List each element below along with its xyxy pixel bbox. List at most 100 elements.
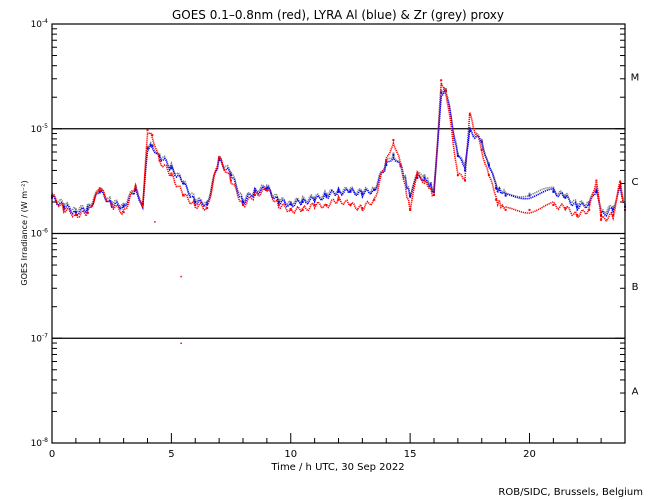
data-point [392, 139, 395, 142]
data-point [495, 198, 498, 201]
data-point [194, 204, 197, 207]
data-point [265, 189, 268, 192]
data-point [528, 194, 531, 197]
data-point [600, 218, 603, 221]
data-point [146, 147, 149, 150]
data-point [576, 205, 579, 208]
data-point [361, 192, 364, 195]
data-point [301, 200, 304, 203]
data-point [277, 200, 280, 203]
data-point [480, 140, 483, 143]
series-trace [51, 89, 625, 218]
data-point [265, 187, 268, 190]
data-point [230, 174, 233, 177]
x-tick-label: 10 [284, 449, 297, 460]
data-point [423, 174, 426, 177]
data-point [289, 203, 292, 206]
y-tick-label: 10-8 [31, 437, 49, 449]
data-point [588, 208, 591, 211]
data-point [62, 203, 65, 206]
data-point [552, 190, 555, 193]
data-point [158, 159, 161, 162]
data-point [325, 192, 328, 195]
data-point [433, 194, 435, 197]
data-point [564, 207, 567, 210]
data-point [98, 187, 101, 190]
data-point [416, 176, 419, 179]
data-point [325, 194, 328, 197]
data-point [416, 174, 419, 177]
data-point [600, 214, 603, 217]
data-point [62, 208, 65, 211]
data-point [373, 187, 376, 190]
data-point [349, 190, 352, 193]
data-point [110, 204, 113, 207]
data-point [612, 208, 615, 211]
data-point [495, 185, 498, 188]
data-point [385, 159, 388, 162]
data-point [480, 148, 483, 151]
data-point [576, 203, 579, 206]
data-point [528, 208, 531, 211]
data-point [110, 200, 113, 203]
data-point [576, 214, 579, 217]
x-tick-label: 0 [49, 449, 55, 460]
data-point [440, 79, 443, 82]
data-point [468, 130, 471, 133]
data-point [373, 198, 376, 201]
data-point [242, 198, 244, 201]
data-point [444, 87, 447, 90]
data-point [182, 194, 185, 197]
flare-class-label: A [632, 387, 639, 398]
data-point [122, 211, 125, 214]
data-point [141, 204, 144, 207]
data-point [62, 205, 65, 208]
data-point [134, 185, 137, 188]
data-point [242, 200, 244, 203]
data-point [146, 145, 149, 148]
series-trace [51, 82, 625, 222]
data-point [361, 190, 364, 193]
data-point [409, 208, 412, 211]
data-point [289, 208, 292, 211]
y-tick-label: 10-5 [31, 123, 49, 135]
x-tick-label: 5 [168, 449, 174, 460]
data-point [361, 207, 364, 210]
data-point [242, 204, 244, 207]
data-point [277, 198, 280, 201]
data-point [146, 129, 149, 132]
data-point [619, 181, 622, 184]
data-point [122, 203, 125, 206]
data-point [552, 204, 555, 207]
data-point [151, 145, 154, 148]
data-point [253, 194, 256, 197]
data-point [98, 190, 101, 193]
data-point [230, 171, 233, 174]
data-point [194, 200, 197, 203]
data-point [265, 185, 268, 188]
data-point [122, 205, 125, 208]
data-point [134, 189, 137, 192]
data-point [151, 134, 154, 137]
data-point [464, 169, 467, 172]
data-point [253, 189, 256, 192]
data-point [74, 208, 77, 211]
x-tick-label: 15 [404, 449, 417, 460]
data-point [313, 196, 316, 199]
data-point [504, 194, 507, 197]
data-point [86, 211, 89, 214]
data-point [337, 190, 340, 193]
data-point [595, 190, 598, 193]
data-point [423, 176, 426, 179]
data-point [385, 164, 388, 167]
data-point [313, 204, 316, 207]
data-point [456, 154, 459, 157]
data-point [433, 190, 435, 193]
data-point [158, 153, 161, 156]
data-point [464, 179, 467, 182]
flare-class-label: M [631, 72, 640, 83]
flare-class-label: B [632, 282, 639, 293]
data-point [289, 200, 292, 203]
data-point [74, 211, 77, 214]
